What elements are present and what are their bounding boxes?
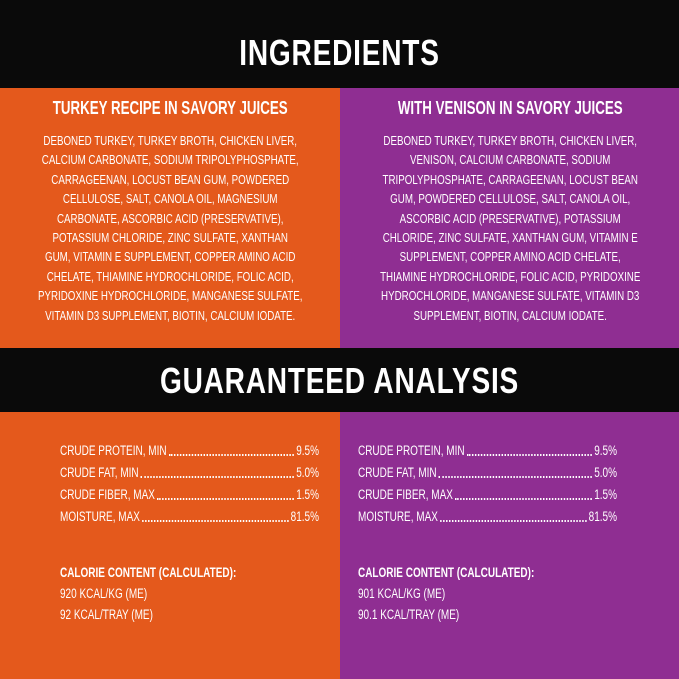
ingredient-line: TRIPOLYPHOSPHATE, CARRAGEENAN, LOCUST BE… xyxy=(382,171,638,187)
ingredient-line: VITAMIN D3 SUPPLEMENT, BIOTIN, CALCIUM I… xyxy=(45,307,296,323)
ingredient-line: CARRAGEENAN, LOCUST BEAN GUM, POWDERED xyxy=(51,171,290,187)
leader xyxy=(455,484,593,500)
analysis-left: CRUDE PROTEIN, MIN 9.5% CRUDE FAT, MIN 5.0%… xyxy=(0,412,340,679)
analysis-row: MOISTURE, MAX 81.5% xyxy=(60,506,319,528)
ingredient-line: HYDROCHLORIDE, MANGANESE SULFATE, VITAMI… xyxy=(381,288,640,304)
ingredients-title: INGREDIENTS xyxy=(239,32,440,73)
analysis-label: CRUDE FIBER, MAX xyxy=(60,487,155,502)
calorie-title: CALORIE CONTENT (CALCULATED): xyxy=(60,565,237,580)
analysis-row: CRUDE FAT, MIN 5.0% xyxy=(60,462,319,484)
analysis-value: 81.5% xyxy=(290,509,319,524)
recipe-title: TURKEY RECIPE IN SAVORY JUICES xyxy=(52,98,288,118)
analysis-row: CRUDE FIBER, MAX 1.5% xyxy=(358,484,617,506)
analysis-value: 9.5% xyxy=(594,443,617,458)
analysis-label: MOISTURE, MAX xyxy=(60,509,140,524)
analysis-value: 9.5% xyxy=(296,443,319,458)
ingredient-line: PYRIDOXINE HYDROCHLORIDE, MANGANESE SULF… xyxy=(37,288,303,304)
analysis-value: 5.0% xyxy=(594,465,617,480)
ingredient-line: GUM, POWDERED CELLULOSE, SALT, CANOLA OI… xyxy=(390,191,631,207)
ingredient-line: THIAMINE HYDROCHLORIDE, FOLIC ACID, PYRI… xyxy=(380,268,641,284)
ingredient-line: SUPPLEMENT, COPPER AMINO ACID CHELATE, xyxy=(399,249,621,265)
recipe-title: WITH VENISON IN SAVORY JUICES xyxy=(397,98,623,118)
leader xyxy=(142,506,289,522)
ingredient-line: CALCIUM CARBONATE, SODIUM TRIPOLYPHOSPHA… xyxy=(41,152,299,168)
analysis-label: CRUDE FIBER, MAX xyxy=(358,487,453,502)
analysis-label: MOISTURE, MAX xyxy=(358,509,438,524)
analysis-row: CRUDE FIBER, MAX 1.5% xyxy=(60,484,319,506)
analysis-band: GUARANTEED ANALYSIS xyxy=(0,348,679,412)
leader xyxy=(140,462,295,478)
ingredient-line: POTASSIUM CHLORIDE, ZINC SULFATE, XANTHA… xyxy=(52,230,288,246)
calorie-line: 90.1 KCAL/TRAY (ME) xyxy=(358,607,460,622)
ingredient-line: DEBONED TURKEY, TURKEY BROTH, CHICKEN LI… xyxy=(43,133,298,148)
analysis-row: CRUDE PROTEIN, MIN 9.5% xyxy=(358,440,617,462)
leader xyxy=(466,440,593,456)
calorie-line: 920 KCAL/KG (ME) xyxy=(60,586,148,601)
leader xyxy=(157,484,295,500)
ingredient-line: GUM, VITAMIN E SUPPLEMENT, COPPER AMINO … xyxy=(45,249,296,265)
ingredients-right: WITH VENISON IN SAVORY JUICES DEBONED TUR… xyxy=(340,88,679,348)
ingredient-line: CHELATE, THIAMINE HYDROCHLORIDE, FOLIC A… xyxy=(46,268,294,284)
analysis-label: CRUDE FAT, MIN xyxy=(60,465,139,480)
ingredient-line: ASCORBIC ACID (PRESERVATIVE), POTASSIUM xyxy=(399,210,621,226)
calorie-line: 92 KCAL/TRAY (ME) xyxy=(60,607,153,622)
analysis-value: 81.5% xyxy=(588,509,617,524)
leader xyxy=(438,462,593,478)
ingredient-line: CARBONATE, ASCORBIC ACID (PRESERVATIVE), xyxy=(56,210,284,226)
ingredient-line: SUPPLEMENT, BIOTIN, CALCIUM IODATE. xyxy=(413,307,607,323)
leader xyxy=(440,506,587,522)
analysis-label: CRUDE PROTEIN, MIN xyxy=(60,443,167,458)
ingredient-line: CELLULOSE, SALT, CANOLA OIL, MAGNESIUM xyxy=(62,191,278,207)
analysis-row: MOISTURE, MAX 81.5% xyxy=(358,506,617,528)
analysis-value: 1.5% xyxy=(296,487,319,502)
analysis-value: 1.5% xyxy=(594,487,617,502)
ingredient-line: DEBONED TURKEY, TURKEY BROTH, CHICKEN LI… xyxy=(383,133,638,148)
calorie-line: 901 KCAL/KG (ME) xyxy=(358,586,446,601)
analysis-row: CRUDE FAT, MIN 5.0% xyxy=(358,462,617,484)
analysis-row: CRUDE PROTEIN, MIN 9.5% xyxy=(60,440,319,462)
analysis-value: 5.0% xyxy=(296,465,319,480)
analysis-right: CRUDE PROTEIN, MIN 9.5% CRUDE FAT, MIN 5.0%… xyxy=(340,412,679,679)
analysis-label: CRUDE PROTEIN, MIN xyxy=(358,443,465,458)
ingredient-line: VENISON, CALCIUM CARBONATE, SODIUM xyxy=(409,152,611,168)
calorie-title: CALORIE CONTENT (CALCULATED): xyxy=(358,565,535,580)
leader xyxy=(168,440,295,456)
analysis-label: CRUDE FAT, MIN xyxy=(358,465,437,480)
ingredients-left: TURKEY RECIPE IN SAVORY JUICES DEBONED TU… xyxy=(0,88,340,348)
header-band: INGREDIENTS xyxy=(0,0,679,88)
ingredient-line: CHLORIDE, ZINC SULFATE, XANTHAN GUM, VIT… xyxy=(382,230,638,246)
analysis-title: GUARANTEED ANALYSIS xyxy=(159,360,520,401)
